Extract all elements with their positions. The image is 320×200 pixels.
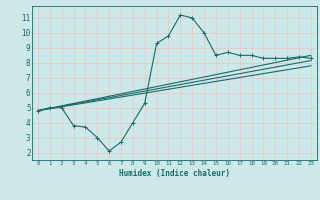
X-axis label: Humidex (Indice chaleur): Humidex (Indice chaleur) xyxy=(119,169,230,178)
